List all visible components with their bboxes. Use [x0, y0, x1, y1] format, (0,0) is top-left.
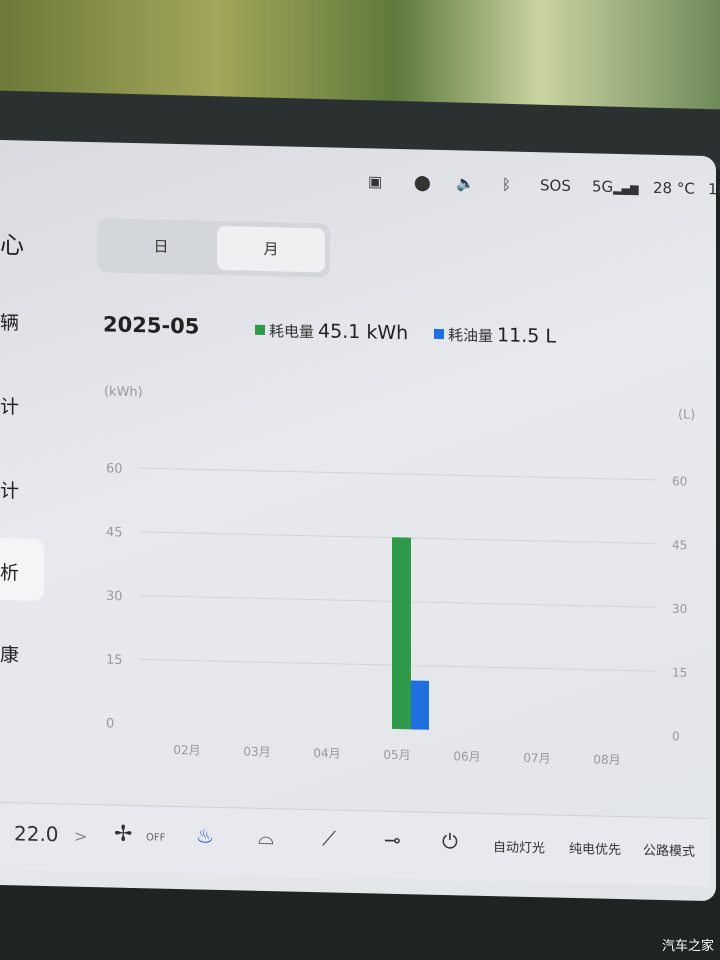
legend-label: 耗电量: [269, 321, 315, 341]
volume-icon[interactable]: 🔈: [456, 174, 475, 193]
left-tick-label: 30: [106, 589, 123, 604]
gridline: [140, 467, 655, 481]
period-label: 2025-05: [103, 312, 200, 339]
status-bar: ▣ ⬤ 🔈 ᛒ SOS 5G▂▄▆ 28 °C 18: [0, 164, 720, 198]
legend-label: 耗油量: [448, 325, 494, 345]
electric-value: 45.1 kWh: [318, 320, 409, 345]
legend-swatch-blue: [434, 328, 444, 340]
x-tick-label: 03月: [243, 745, 270, 760]
bluetooth-icon[interactable]: ᛒ: [502, 175, 512, 194]
fan-status: OFF: [146, 832, 166, 844]
x-tick-label: 06月: [453, 749, 480, 764]
climate-icon[interactable]: ▣: [368, 172, 383, 191]
left-tick-label: 0: [106, 716, 114, 731]
location-icon[interactable]: ⬤: [414, 173, 431, 192]
seat-heat-icon[interactable]: ♨: [196, 823, 214, 848]
network-label: 5G: [592, 177, 614, 196]
right-tick-label: 15: [672, 666, 687, 680]
left-tick-label: 15: [106, 653, 123, 668]
legend-fuel: 耗油量 11.5 L: [434, 323, 556, 348]
watermark: 汽车之家: [661, 939, 714, 954]
right-axis-unit: (L): [678, 407, 695, 422]
fan-icon[interactable]: ✢: [114, 821, 133, 848]
tab-month[interactable]: 月: [217, 225, 325, 273]
network-indicator: 5G▂▄▆: [592, 177, 639, 196]
road-mode-button[interactable]: 公路模式: [643, 843, 696, 860]
chevron-right-icon[interactable]: >: [74, 826, 88, 846]
sidebar-item[interactable]: 辆: [0, 312, 20, 335]
ac-temperature[interactable]: 22.0: [14, 821, 59, 847]
sos-button[interactable]: SOS: [540, 176, 571, 195]
right-tick-label: 30: [672, 602, 687, 616]
x-tick-label: 08月: [593, 752, 620, 767]
bar-fuel: [411, 680, 429, 730]
auto-light-button[interactable]: 自动灯光: [493, 840, 546, 857]
period-tabs: 日 月: [97, 218, 330, 278]
screen: ▣ ⬤ 🔈 ᛒ SOS 5G▂▄▆ 28 °C 18 心 辆 计 计 析 康 日…: [0, 140, 720, 902]
sidebar-title: 心: [0, 231, 24, 260]
defrost-icon[interactable]: ⌓: [258, 824, 274, 850]
bottom-control-bar: 22.0 > ✢ OFF ♨ ⌓ ⟋ ⊸ ⏻ 自动灯光 纯电优先 公路模式: [0, 802, 710, 887]
signal-icon: ▂▄▆: [613, 181, 639, 196]
temperature: 28 °C: [653, 178, 695, 198]
right-tick-label: 45: [672, 538, 687, 552]
left-tick-label: 60: [106, 461, 123, 476]
x-tick-label: 05月: [383, 748, 410, 763]
x-tick-label: 04月: [313, 746, 340, 761]
right-tick-label: 0: [672, 729, 680, 743]
ev-priority-button[interactable]: 纯电优先: [569, 841, 622, 859]
tab-day[interactable]: 日: [153, 237, 169, 256]
clock: 18: [708, 180, 720, 199]
x-tick-label: 07月: [523, 751, 550, 766]
right-tick-label: 60: [672, 474, 687, 488]
x-tick-label: 02月: [173, 743, 200, 758]
wiper-icon[interactable]: ⟋: [322, 826, 336, 851]
fuel-door-icon[interactable]: ⊸: [384, 827, 401, 853]
left-axis-unit: (kWh): [104, 384, 143, 400]
fuel-value: 11.5 L: [497, 324, 556, 348]
legend-swatch-green: [255, 324, 265, 336]
charge-port-icon[interactable]: ⏻: [442, 829, 458, 854]
left-tick-label: 45: [106, 525, 123, 540]
bar-electric: [392, 537, 411, 730]
legend-electric: 耗电量 45.1 kWh: [255, 319, 408, 344]
consumption-chart: (kWh) (L) 0 15 30 45 60 0 15 30 45 60 02月 03月 04月 05月 06…: [104, 384, 695, 767]
